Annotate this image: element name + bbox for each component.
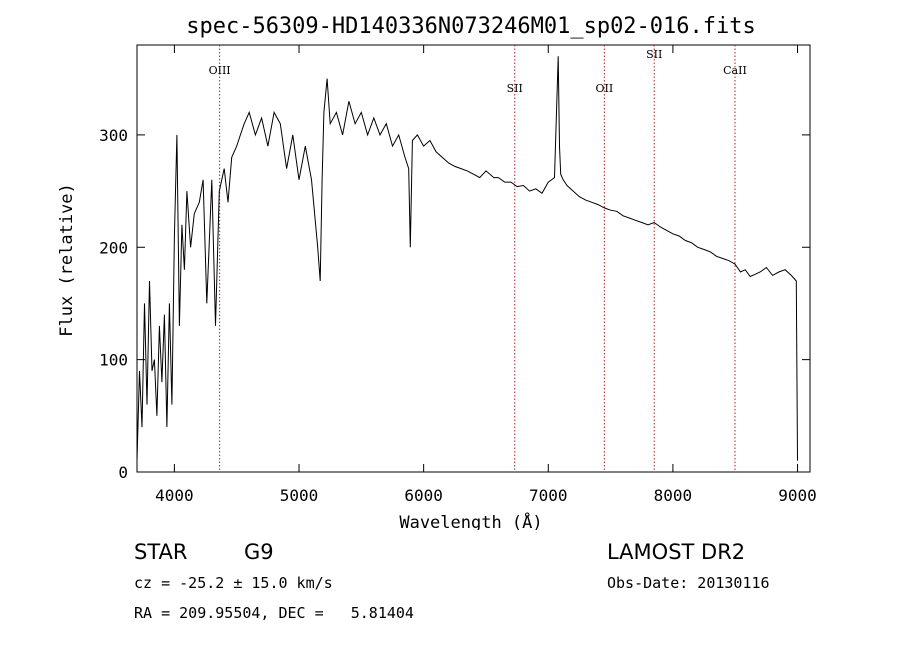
redshift-cz: cz = -25.2 ± 15.0 km/s — [134, 574, 333, 592]
y-tick-label: 100 — [99, 351, 128, 370]
x-tick-label: 8000 — [654, 486, 693, 505]
survey-name: LAMOST DR2 — [607, 540, 746, 564]
obs-date: Obs-Date: 20130116 — [607, 574, 770, 592]
line-marker-label: SII — [646, 48, 662, 61]
line-markers: OIII SII OII SII CaII — [209, 45, 747, 472]
ra-dec: RA = 209.95504, DEC = 5.81404 — [134, 604, 414, 622]
x-tick-label: 6000 — [404, 486, 443, 505]
x-tick-label: 4000 — [155, 486, 194, 505]
object-subclass: G9 — [244, 540, 274, 564]
y-axis-label: Flux (relative) — [57, 183, 77, 337]
spectrum-chart: spec-56309-HD140336N073246M01_sp02-016.f… — [57, 14, 817, 530]
plot-frame — [136, 44, 811, 473]
line-marker-label: OIII — [209, 64, 231, 77]
y-tick-label: 200 — [99, 238, 128, 257]
spectrum-line — [136, 56, 798, 461]
x-tick-label: 5000 — [280, 486, 319, 505]
y-tick-label: 0 — [118, 463, 128, 482]
y-axis: 0 100 200 300 — [99, 126, 810, 482]
x-axis: 4000 5000 6000 7000 8000 9000 — [155, 45, 817, 505]
chart-title: spec-56309-HD140336N073246M01_sp02-016.f… — [186, 14, 756, 39]
line-marker-label: CaII — [723, 64, 747, 77]
x-tick-label: 7000 — [529, 486, 568, 505]
x-axis-label: Wavelength (Å) — [399, 511, 542, 530]
x-tick-label: 9000 — [778, 486, 817, 505]
object-class: STAR — [134, 540, 188, 564]
line-marker-label: SII — [507, 82, 523, 95]
line-marker-label: OII — [596, 82, 614, 95]
y-tick-label: 300 — [99, 126, 128, 145]
